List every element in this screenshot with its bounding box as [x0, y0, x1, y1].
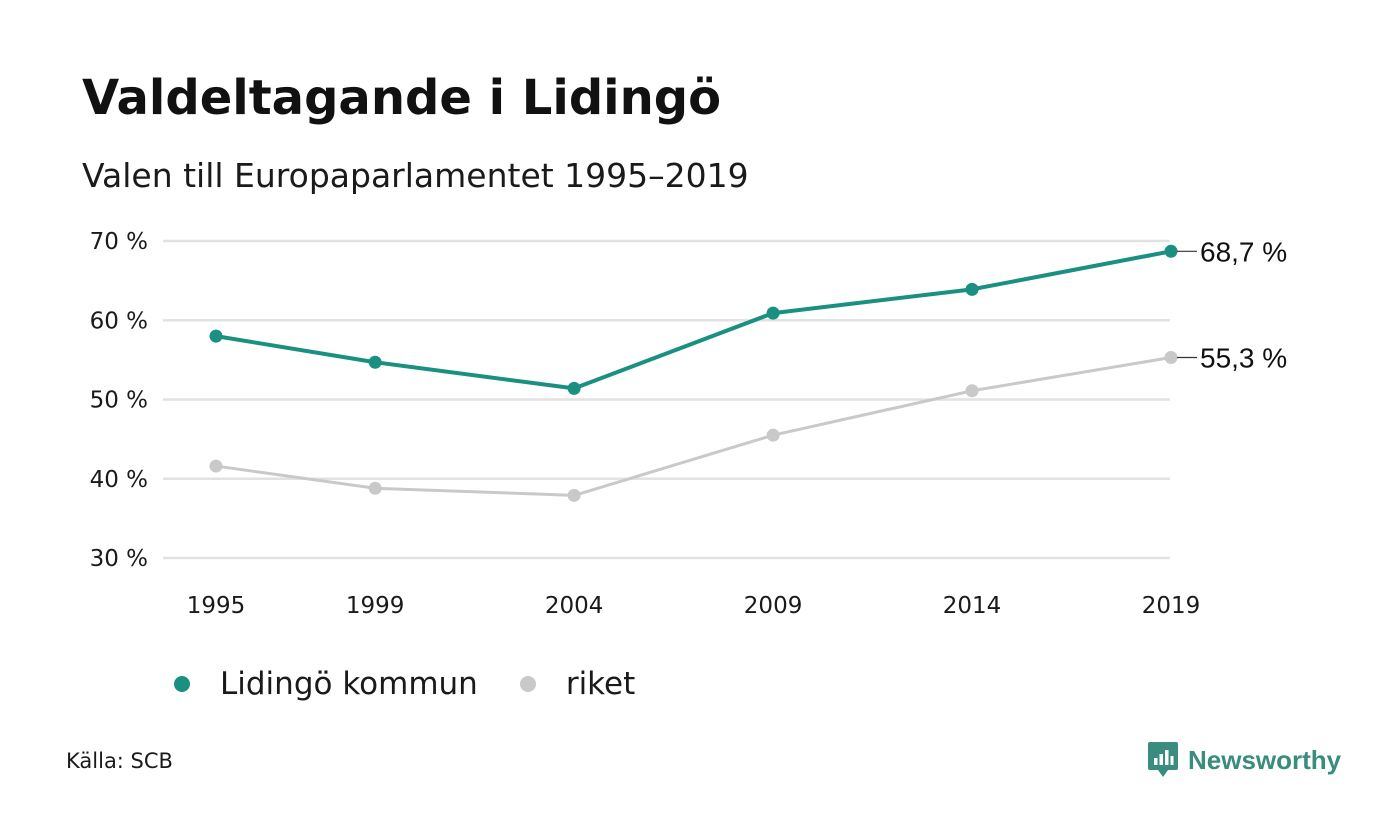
x-tick-label: 1999: [346, 593, 405, 619]
y-tick-label: 30 %: [90, 546, 148, 572]
newsworthy-logo-icon: [1148, 742, 1178, 777]
series-line-riket: [215, 356, 1172, 497]
brand-logo: Newsworthy: [1148, 742, 1341, 778]
x-tick-label: 2009: [744, 593, 803, 619]
legend-label-lidingo: Lidingö kommun: [220, 666, 478, 702]
x-axis-ticks: 1995 1999 2004 2009 2014 2019: [187, 593, 1201, 619]
data-point-riket: [766, 428, 780, 442]
data-point-lidingo: [766, 306, 780, 320]
data-point-lidingo: [567, 381, 581, 395]
y-tick-label: 60 %: [90, 308, 148, 334]
y-tick-label: 70 %: [90, 229, 148, 255]
chart-title: Valdeltagande i Lidingö: [82, 70, 722, 126]
series-lidingo: [209, 244, 1178, 395]
x-tick-label: 2014: [943, 593, 1002, 619]
data-point-riket: [1164, 350, 1178, 364]
data-point-riket: [965, 384, 979, 398]
data-point-riket: [567, 488, 581, 502]
source-note: Källa: SCB: [66, 749, 173, 773]
x-tick-label: 2004: [545, 593, 604, 619]
legend-marker-lidingo: [174, 676, 190, 692]
legend-item-lidingo: Lidingö kommun: [174, 666, 478, 702]
brand-name: Newsworthy: [1188, 744, 1342, 775]
end-label-riket: 55,3 %: [1200, 342, 1287, 373]
y-axis-ticks: 30 % 40 % 50 % 60 % 70 %: [90, 229, 148, 572]
data-point-lidingo: [965, 282, 979, 296]
data-point-riket: [368, 481, 382, 495]
end-label-lidingo: 68,7 %: [1200, 236, 1287, 267]
legend-marker-riket: [519, 676, 536, 692]
chart-subtitle: Valen till Europaparlamentet 1995–2019: [82, 156, 749, 195]
legend-item-riket: riket: [519, 666, 636, 702]
data-point-lidingo: [209, 329, 223, 343]
end-labels: 55,3 % 68,7 %: [1177, 236, 1287, 373]
x-tick-label: 1995: [187, 593, 246, 619]
data-point-riket: [209, 459, 223, 473]
series-lines: [209, 244, 1178, 502]
data-point-lidingo: [368, 355, 382, 369]
legend-label-riket: riket: [565, 666, 636, 702]
gridlines: [163, 239, 1170, 560]
legend: Lidingö kommun riket: [174, 666, 677, 702]
series-line-lidingo: [215, 249, 1172, 391]
line-chart: 30 % 40 % 50 % 60 % 70 % 1995 1999 2004 2009 201…: [90, 229, 1288, 619]
data-point-lidingo: [1164, 244, 1178, 258]
x-tick-label: 2019: [1142, 593, 1201, 619]
series-riket: [209, 350, 1178, 502]
y-tick-label: 50 %: [90, 388, 148, 414]
y-tick-label: 40 %: [90, 467, 148, 493]
